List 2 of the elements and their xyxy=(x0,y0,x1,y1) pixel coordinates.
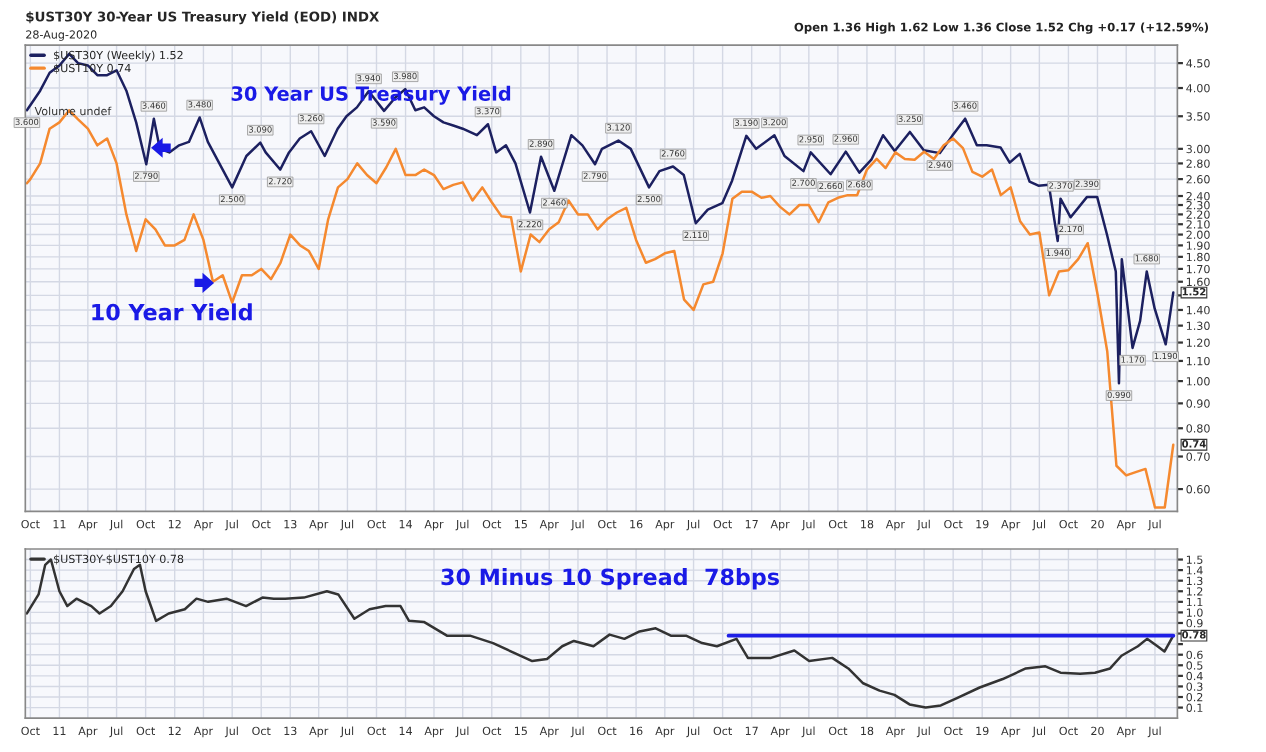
annotation: 30 Minus 10 Spread 78bps xyxy=(441,568,779,590)
annotation: 10 Year Yield xyxy=(92,303,252,321)
